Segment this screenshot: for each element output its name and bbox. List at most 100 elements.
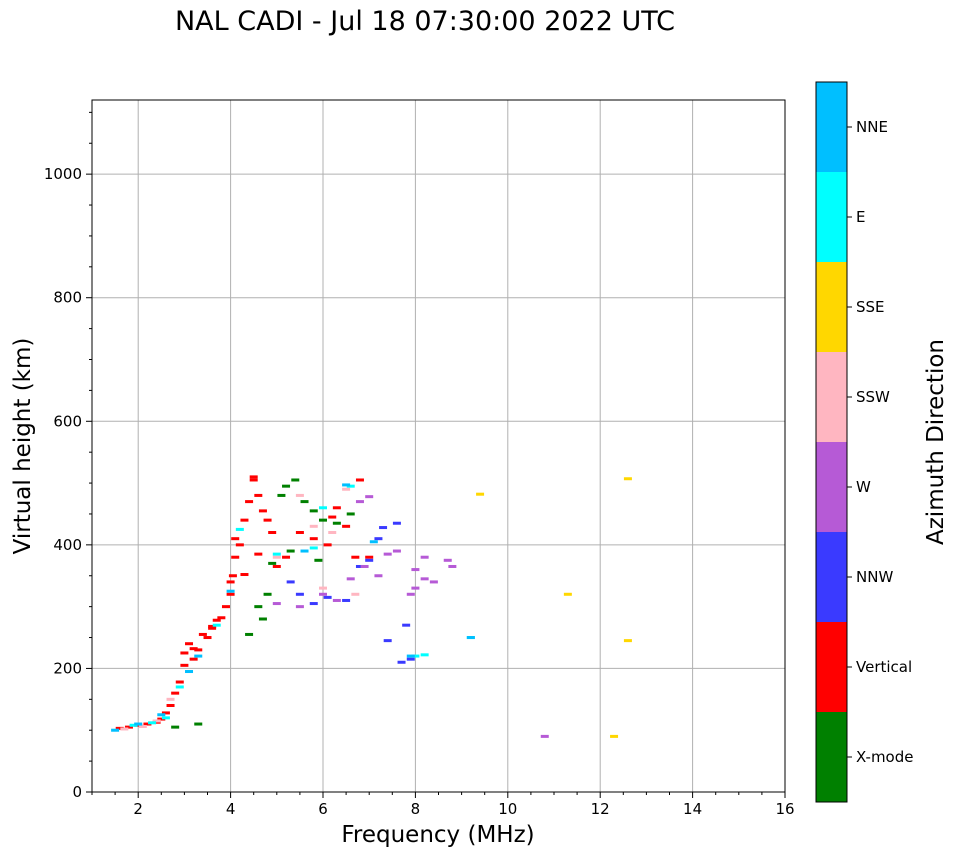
- colorbar-tick-label: Vertical: [856, 658, 912, 676]
- echo-point: [392, 521, 401, 525]
- echo-point: [152, 719, 161, 723]
- x-tick-label: 2: [133, 800, 143, 818]
- echo-point: [383, 639, 392, 643]
- x-tick-label: 12: [591, 800, 610, 818]
- y-tick-label: 0: [72, 783, 82, 801]
- echo-point: [166, 704, 175, 707]
- echo-point: [397, 660, 406, 664]
- echo-point: [157, 717, 166, 721]
- echo-point: [208, 624, 217, 628]
- echo-point: [342, 598, 351, 602]
- echo-point: [346, 577, 355, 581]
- echo-point: [346, 484, 355, 488]
- echo-point: [540, 734, 549, 738]
- echo-point: [217, 616, 226, 620]
- echo-point: [161, 716, 170, 720]
- echo-point: [402, 623, 411, 627]
- echo-point: [111, 728, 120, 732]
- echo-point: [115, 726, 124, 730]
- echo-point: [245, 632, 254, 636]
- echo-point: [245, 500, 254, 504]
- echo-point: [295, 493, 304, 497]
- echo-point: [355, 564, 364, 568]
- echo-point: [194, 648, 203, 652]
- grid-lines: [92, 100, 786, 793]
- x-tick-label: 6: [318, 800, 328, 818]
- x-tick-label: 8: [411, 800, 421, 818]
- echo-point: [175, 680, 184, 684]
- echo-point: [300, 500, 309, 504]
- echo-point: [272, 552, 281, 556]
- x-axis-label: Frequency (MHz): [341, 822, 534, 848]
- echo-point: [282, 555, 291, 559]
- echo-point: [254, 605, 263, 609]
- echo-point: [392, 549, 401, 553]
- echo-point: [134, 722, 143, 726]
- echo-point: [563, 592, 572, 596]
- echo-point: [212, 618, 221, 622]
- colorbar: X-mode Vertical NNW W SSW SSE E NNE: [815, 81, 913, 803]
- echo-point: [240, 518, 249, 522]
- echo-point: [323, 543, 332, 547]
- echo-point: [374, 537, 383, 541]
- echo-point: [185, 642, 194, 646]
- echo-point: [420, 653, 429, 657]
- y-axis: 0 200 400 600 800 1000: [44, 111, 92, 801]
- colorbar-tick-label: W: [856, 478, 871, 496]
- echo-point: [309, 524, 318, 528]
- echo-point: [332, 598, 341, 602]
- echo-point: [623, 477, 632, 481]
- echo-point: [189, 657, 198, 661]
- colorbar-segment: [816, 532, 847, 622]
- echo-point: [448, 564, 457, 568]
- echo-point: [411, 568, 420, 572]
- echo-point: [263, 518, 272, 522]
- echo-point: [180, 663, 189, 667]
- echo-point: [129, 723, 138, 727]
- colorbar-tick-label: E: [856, 208, 865, 226]
- y-tick-label: 600: [53, 412, 82, 430]
- echo-point: [221, 605, 230, 609]
- y-tick-label: 200: [53, 659, 82, 677]
- echo-point: [212, 623, 221, 627]
- colorbar-tick-label: NNW: [856, 568, 893, 586]
- echo-point: [226, 580, 235, 584]
- echo-point: [185, 670, 194, 674]
- y-axis-label: Virtual height (km): [10, 338, 36, 555]
- y-tick-label: 800: [53, 289, 82, 307]
- echo-point: [249, 475, 258, 479]
- echo-point: [365, 558, 374, 562]
- echo-point: [332, 506, 341, 510]
- colorbar-segment: [816, 442, 847, 532]
- colorbar-segment: [816, 712, 847, 802]
- colorbar-segment: [816, 172, 847, 262]
- echo-point: [263, 592, 272, 596]
- echo-point: [277, 493, 286, 497]
- echo-point: [300, 549, 309, 553]
- echo-point: [319, 586, 327, 590]
- colorbar-tick-label: SSE: [856, 298, 885, 316]
- echo-points: [111, 475, 632, 738]
- x-tick-label: 16: [775, 800, 794, 818]
- echo-point: [360, 564, 369, 568]
- echo-point: [254, 493, 263, 497]
- echo-point: [295, 531, 304, 534]
- colorbar-tick-label: NNE: [856, 118, 888, 136]
- echo-point: [420, 555, 429, 559]
- echo-point: [365, 555, 374, 559]
- echo-point: [143, 722, 152, 726]
- colorbar-segment: [816, 352, 847, 442]
- echo-point: [323, 595, 332, 599]
- echo-point: [208, 626, 217, 630]
- echo-point: [623, 639, 632, 643]
- echo-point: [309, 546, 318, 550]
- colorbar-frame: [815, 81, 848, 803]
- echo-point: [406, 592, 415, 596]
- colorbar-segment: [816, 622, 847, 712]
- echo-point: [203, 636, 212, 640]
- echo-point: [342, 487, 351, 491]
- echo-point: [406, 657, 415, 661]
- echo-point: [420, 577, 429, 581]
- echo-point: [319, 518, 327, 522]
- echo-point: [466, 636, 475, 640]
